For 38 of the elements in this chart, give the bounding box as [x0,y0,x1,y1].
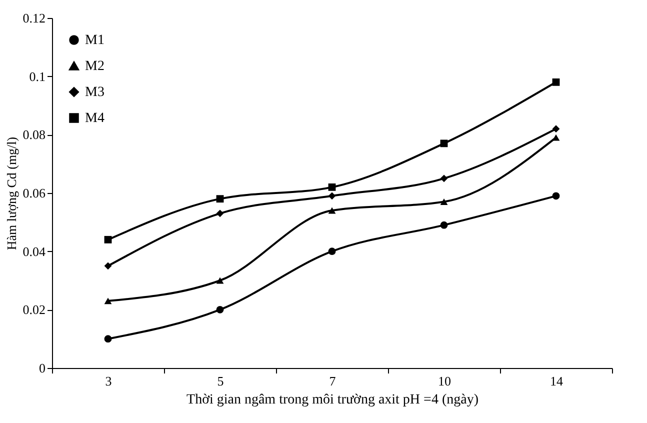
point [440,198,448,205]
y-tick-label: 0 [39,360,46,376]
point [216,210,224,218]
legend-label: M3 [85,85,104,100]
point [440,221,448,229]
x-axis-title: Thời gian ngâm trong môi trường axit pH =4 (ngày) [186,392,479,408]
point [216,306,224,314]
y-axis-title: Hàm lượng Cd (mg/l) [4,136,19,250]
legend-label: M2 [85,59,104,74]
point [104,236,112,244]
point [552,125,560,133]
y-tick-label: 0.12 [22,10,46,26]
point [104,335,112,343]
x-tick-label: 7 [329,374,336,388]
point [328,207,336,214]
point [328,192,336,200]
point [440,140,448,148]
point [552,134,560,141]
point [328,183,336,191]
point [104,298,112,304]
y-tick-label: 0.04 [22,244,46,259]
y-tick-label: 0.06 [22,186,46,200]
point [104,262,112,270]
y-tick-label: 0.08 [22,127,46,142]
x-tick-label: 14 [550,374,564,388]
legend-label: M4 [85,111,104,126]
x-tick-label: 5 [217,374,224,388]
point [440,174,448,182]
point [216,195,224,203]
y-tick-label: 0.02 [22,302,46,318]
y-tick-label: 0.1 [29,68,46,84]
point [552,192,560,200]
x-tick-label: 3 [105,374,112,388]
point [216,277,224,284]
point [328,248,336,256]
legend-label: M1 [85,33,104,48]
x-tick-label: 10 [438,374,451,388]
point [552,78,560,86]
